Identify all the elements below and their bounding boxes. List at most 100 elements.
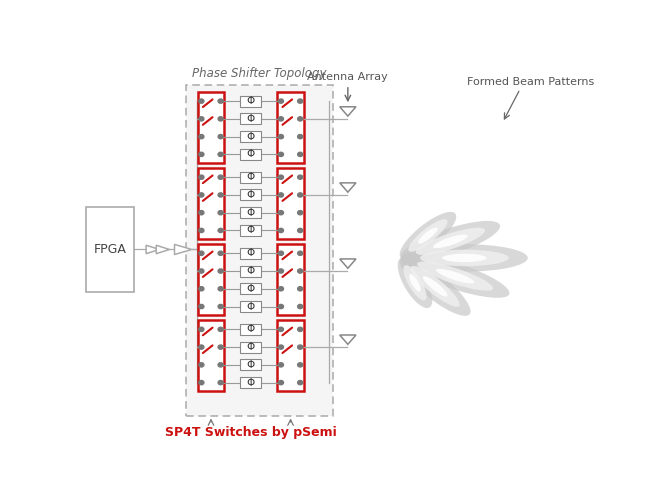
FancyBboxPatch shape [198,168,224,239]
Circle shape [298,363,303,367]
Ellipse shape [401,244,528,272]
Circle shape [298,304,303,309]
Circle shape [279,134,283,139]
FancyBboxPatch shape [240,301,261,312]
Text: SP4T Switches by pSemi: SP4T Switches by pSemi [165,426,337,439]
Circle shape [199,228,204,233]
Circle shape [298,269,303,273]
Text: Φ: Φ [247,248,254,258]
Circle shape [218,345,223,349]
Circle shape [298,117,303,121]
Text: Φ: Φ [247,301,254,312]
FancyBboxPatch shape [277,245,303,315]
Circle shape [218,152,223,157]
Circle shape [298,193,303,197]
FancyBboxPatch shape [240,225,261,236]
Circle shape [199,345,204,349]
Text: Φ: Φ [247,325,254,334]
Ellipse shape [420,249,509,266]
Text: Φ: Φ [247,190,254,200]
Text: Φ: Φ [247,284,254,294]
Text: Φ: Φ [247,207,254,218]
FancyBboxPatch shape [240,114,261,124]
FancyBboxPatch shape [240,149,261,160]
Circle shape [199,175,204,179]
FancyBboxPatch shape [186,84,333,416]
Circle shape [279,152,283,157]
FancyBboxPatch shape [240,131,261,142]
Text: Φ: Φ [247,342,254,352]
Circle shape [218,304,223,309]
Circle shape [199,117,204,121]
Circle shape [298,152,303,157]
Text: Φ: Φ [247,377,254,388]
Polygon shape [339,183,356,192]
Circle shape [218,363,223,367]
Circle shape [199,287,204,291]
Circle shape [279,99,283,103]
Circle shape [279,345,283,349]
Text: Phase Shifter Topology: Phase Shifter Topology [192,67,326,81]
Ellipse shape [408,219,447,252]
Ellipse shape [417,261,493,290]
Circle shape [199,363,204,367]
Ellipse shape [442,254,487,262]
Circle shape [199,152,204,157]
Circle shape [298,380,303,385]
FancyBboxPatch shape [198,92,224,163]
Circle shape [279,175,283,179]
FancyBboxPatch shape [240,377,261,388]
Circle shape [218,287,223,291]
FancyBboxPatch shape [277,321,303,391]
Text: Formed Beam Patterns: Formed Beam Patterns [467,77,594,87]
FancyBboxPatch shape [198,245,224,315]
Circle shape [199,327,204,331]
Circle shape [218,269,223,273]
Circle shape [279,117,283,121]
Ellipse shape [404,265,426,300]
Ellipse shape [401,254,509,298]
Text: Φ: Φ [247,114,254,124]
Polygon shape [339,107,356,116]
Circle shape [199,251,204,255]
Polygon shape [156,245,169,254]
Circle shape [279,251,283,255]
Circle shape [298,210,303,215]
Polygon shape [339,259,356,268]
Ellipse shape [416,228,485,255]
Circle shape [218,117,223,121]
FancyBboxPatch shape [240,266,261,277]
Ellipse shape [401,221,500,262]
Circle shape [298,134,303,139]
Text: FPGA: FPGA [94,243,126,256]
Circle shape [218,327,223,331]
Ellipse shape [400,212,456,259]
Polygon shape [175,245,192,254]
Circle shape [298,327,303,331]
Ellipse shape [433,235,468,248]
Ellipse shape [423,276,447,296]
Circle shape [199,269,204,273]
Circle shape [218,380,223,385]
Circle shape [279,269,283,273]
Circle shape [279,327,283,331]
FancyBboxPatch shape [277,168,303,239]
Circle shape [199,304,204,309]
Circle shape [218,210,223,215]
Text: Φ: Φ [247,131,254,142]
Ellipse shape [409,274,421,291]
Circle shape [218,99,223,103]
Circle shape [199,193,204,197]
FancyBboxPatch shape [86,207,134,292]
Circle shape [298,99,303,103]
Text: Φ: Φ [247,225,254,236]
FancyBboxPatch shape [277,92,303,163]
Ellipse shape [436,269,474,284]
FancyBboxPatch shape [240,96,261,107]
Circle shape [298,345,303,349]
Circle shape [218,251,223,255]
Circle shape [298,228,303,233]
Circle shape [199,380,204,385]
Text: Φ: Φ [247,360,254,370]
Circle shape [218,175,223,179]
